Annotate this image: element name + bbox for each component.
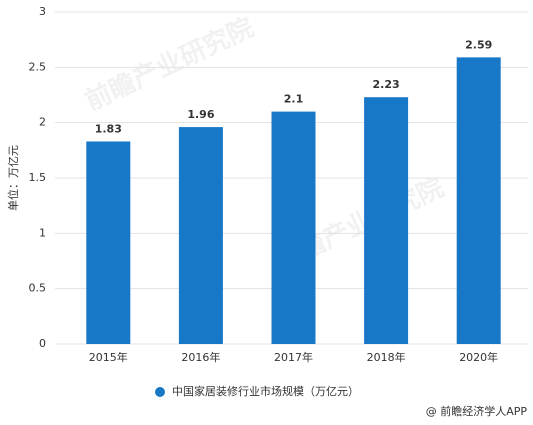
y-tick-label: 0.5 — [29, 282, 47, 295]
bar — [271, 111, 316, 344]
bar — [456, 57, 501, 345]
bar — [178, 127, 223, 345]
x-tick-label: 2018年 — [367, 350, 406, 364]
value-label: 1.96 — [187, 108, 214, 121]
footer: @ 前瞻经济学人APP — [426, 404, 528, 418]
bar — [364, 97, 409, 344]
value-label: 2.23 — [373, 78, 400, 91]
value-label: 2.1 — [284, 93, 304, 106]
value-label: 1.83 — [95, 122, 122, 135]
y-tick-label: 2.5 — [29, 60, 47, 73]
y-tick-label: 2 — [39, 116, 46, 129]
y-axis-label: 单位：万亿元 — [6, 145, 20, 211]
legend-label: 中国家居装修行业市场规模（万亿元） — [172, 384, 359, 398]
y-tick-label: 1.5 — [29, 171, 47, 184]
x-tick-label: 2016年 — [181, 350, 220, 364]
x-tick-label: 2015年 — [89, 350, 128, 364]
y-tick-label: 3 — [39, 5, 46, 18]
value-label: 2.59 — [465, 38, 492, 51]
bar — [86, 141, 131, 344]
y-tick-label: 0 — [39, 337, 46, 350]
y-tick-label: 1 — [39, 226, 46, 239]
x-tick-label: 2017年 — [274, 350, 313, 364]
legend-marker — [155, 387, 165, 397]
watermark: 前瞻产业研究院 — [81, 12, 259, 117]
x-tick-label: 2020年 — [459, 350, 498, 364]
